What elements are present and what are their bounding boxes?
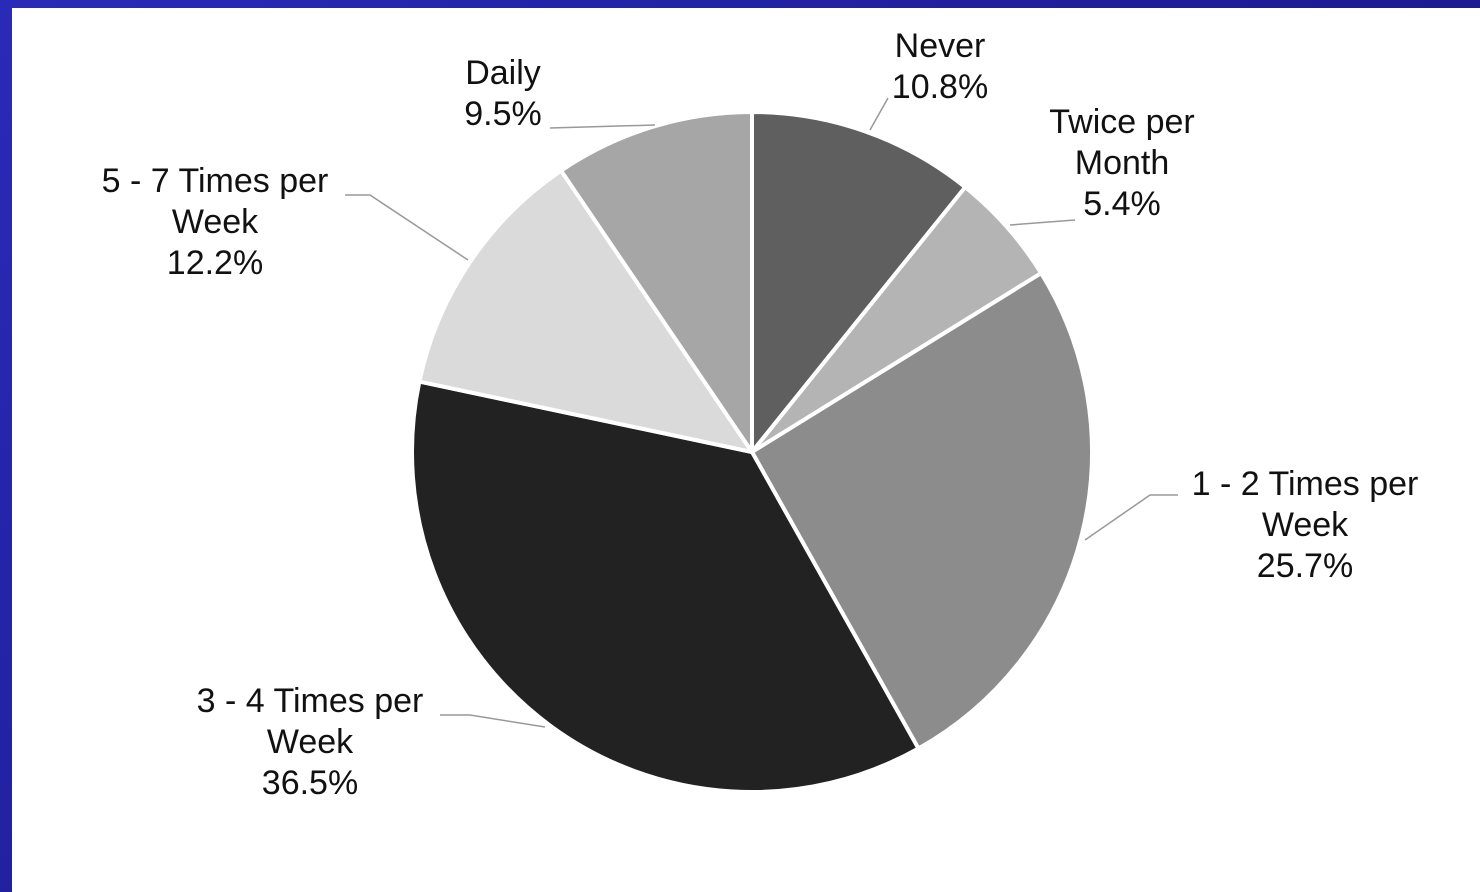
pie-slice: [559, 110, 754, 454]
slice-label: Twice per Month 5.4%: [1027, 102, 1217, 225]
slice-label: Never 10.8%: [875, 26, 1005, 108]
pie-slice: [410, 379, 921, 794]
slice-label: Daily 9.5%: [438, 53, 568, 135]
category-label: 3 - 4 Times per Week: [196, 682, 424, 761]
pie-slice: [750, 110, 968, 454]
leader-line: [869, 97, 889, 131]
slice-label: 5 - 7 Times per Week 12.2%: [80, 161, 350, 284]
value-label: 36.5%: [261, 764, 359, 802]
leader-line: [1084, 494, 1178, 541]
value-label: 12.2%: [166, 244, 264, 282]
leader-line: [549, 124, 656, 129]
category-label: 5 - 7 Times per Week: [101, 162, 329, 241]
pie-slice: [417, 168, 754, 454]
value-label: 5.4%: [1083, 185, 1161, 223]
category-label: Daily: [465, 54, 541, 92]
leader-line: [440, 714, 546, 728]
leader-line: [345, 194, 469, 261]
category-label: 1 - 2 Times per Week: [1191, 465, 1419, 544]
slice-label: 3 - 4 Times per Week 36.5%: [175, 681, 445, 804]
leader-line: [1009, 219, 1076, 226]
slice-label: 1 - 2 Times per Week 25.7%: [1170, 464, 1440, 587]
category-label: Twice per Month: [1049, 103, 1195, 182]
value-label: 10.8%: [891, 68, 989, 106]
category-label: Never: [894, 27, 986, 65]
value-label: 9.5%: [464, 95, 542, 133]
value-label: 25.7%: [1256, 547, 1354, 585]
pie-slice: [750, 271, 1094, 751]
